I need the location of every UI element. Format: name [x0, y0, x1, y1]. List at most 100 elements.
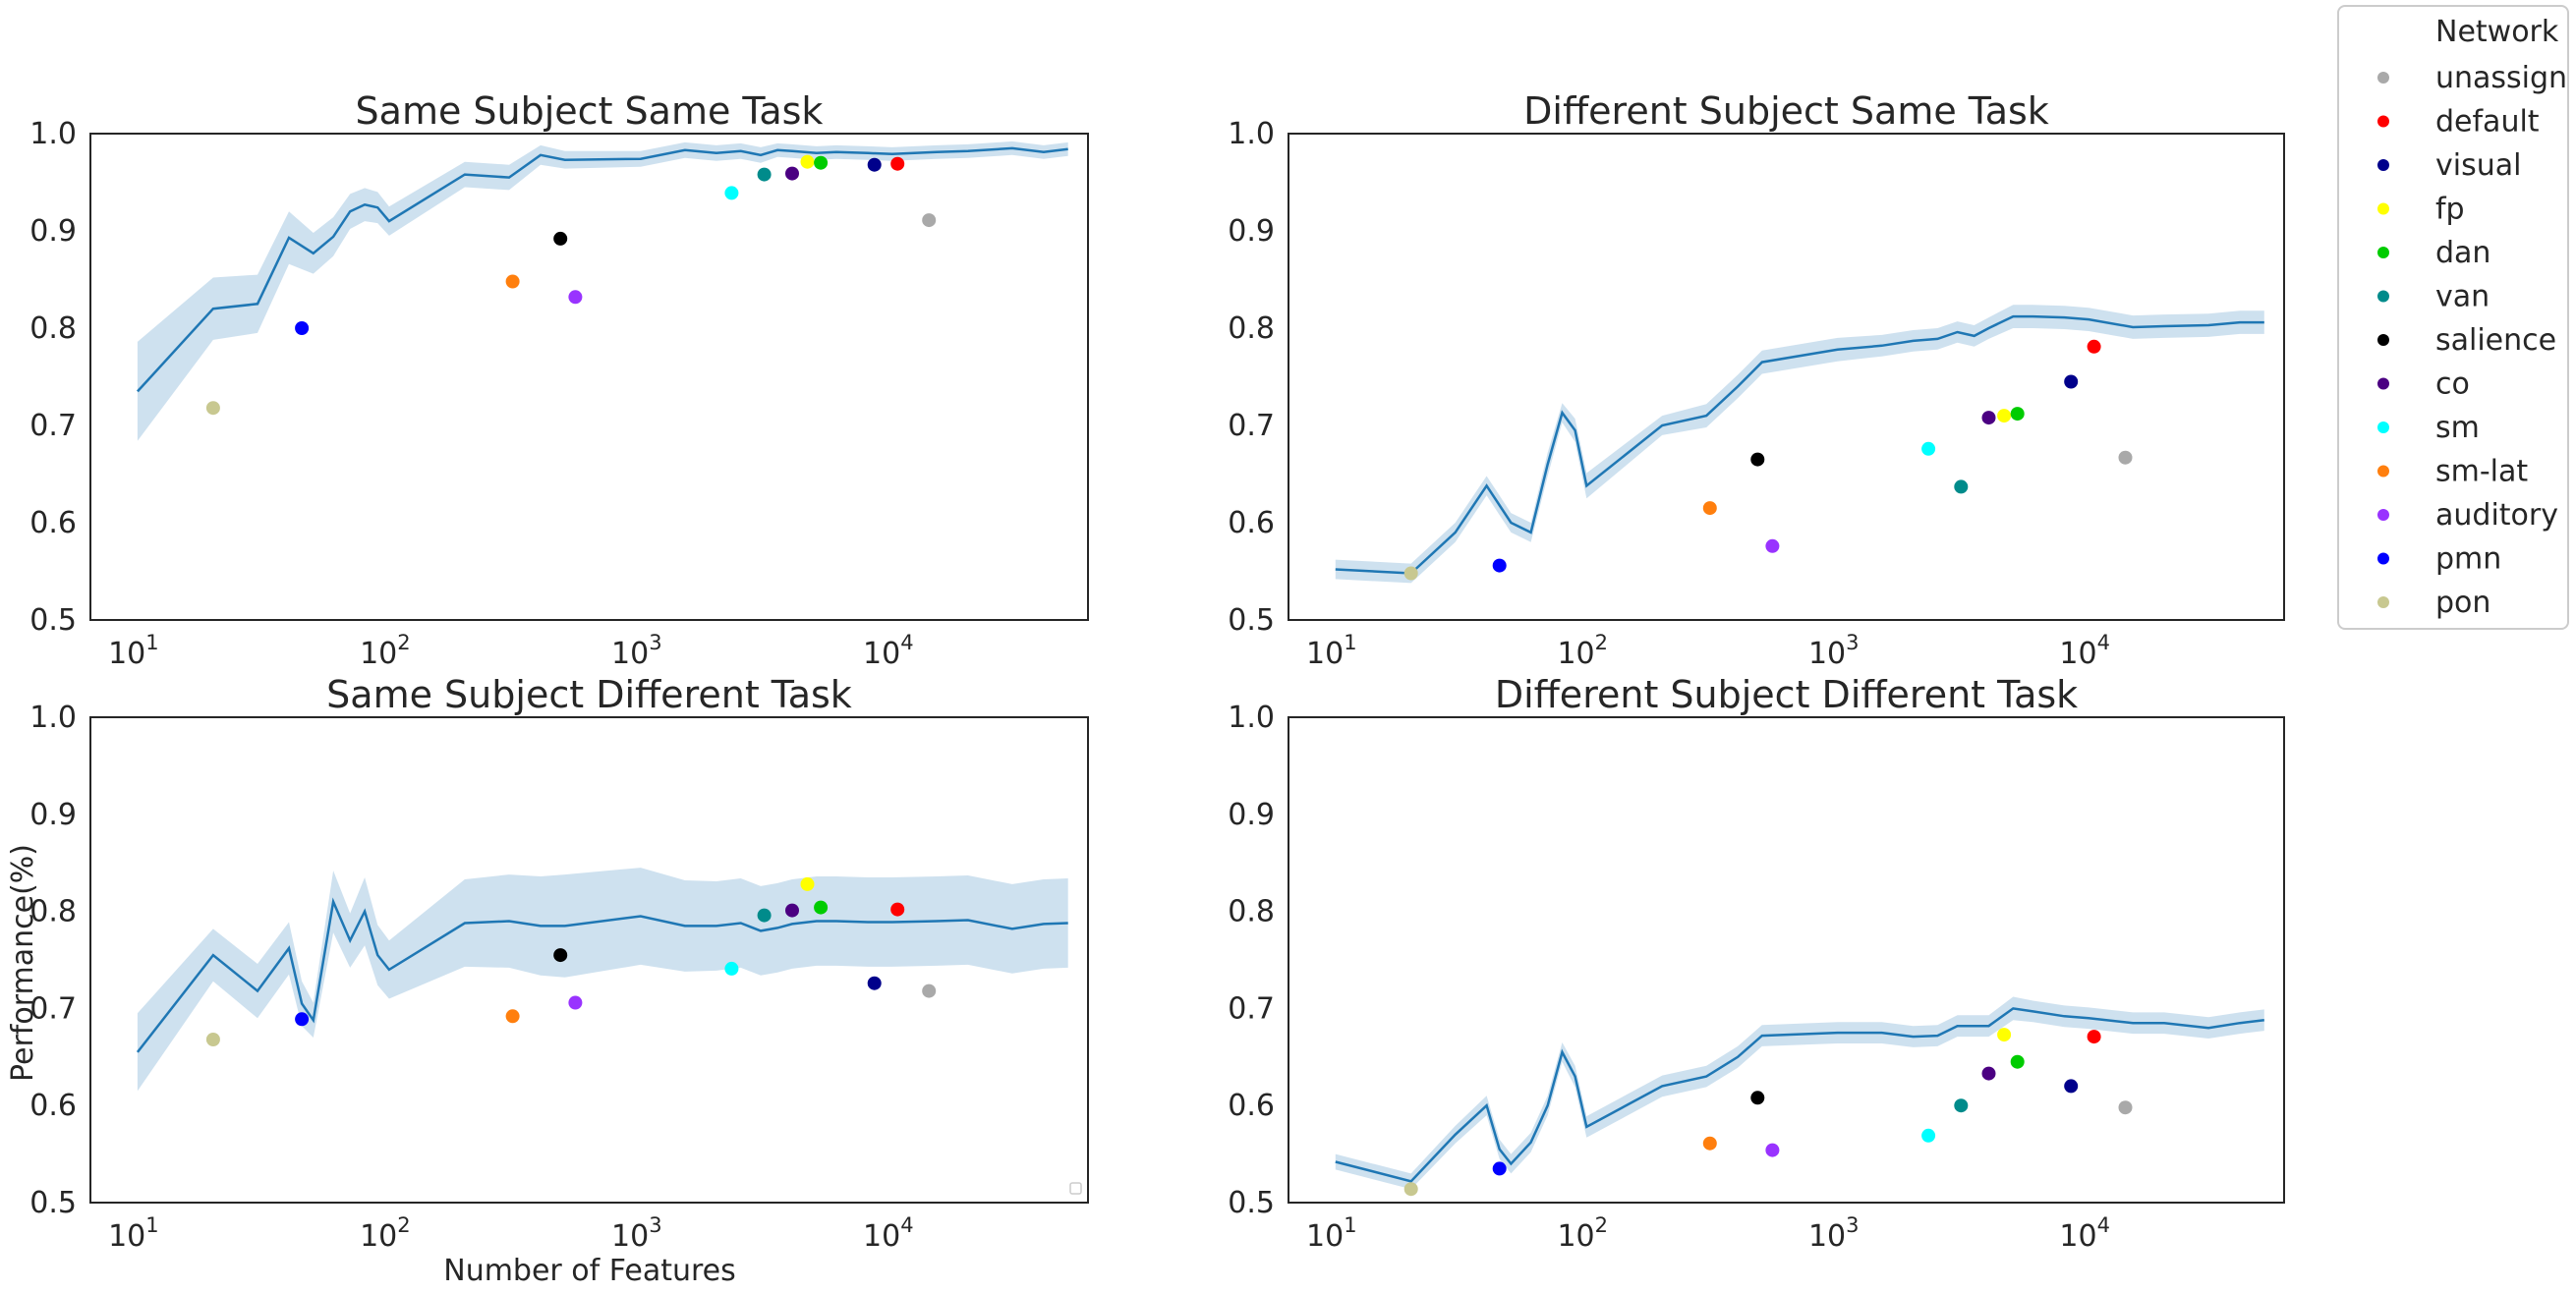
panel-title: Different Subject Same Task [1523, 89, 2049, 133]
legend-marker [2377, 509, 2389, 521]
network-point-van [1954, 1098, 1969, 1113]
network-point-salience [553, 231, 568, 246]
network-point-sm-lat [1702, 1136, 1717, 1151]
network-point-fp [1997, 409, 2012, 423]
network-point-pmn [1492, 558, 1507, 573]
panel-title: Different Subject Different Task [1495, 673, 2078, 716]
legend-entries: unassign default visual fp dan van salience co s… [2377, 61, 2567, 620]
legend-entry-auditory: auditory [2377, 498, 2558, 533]
x-tick-label: 103 [611, 1213, 662, 1254]
legend-title: Network [2435, 15, 2559, 49]
x-tick-label: 101 [108, 631, 159, 671]
panel-2: Different Subject Same Task 0.5 0.6 0.7 0.8 0… [1228, 89, 2285, 671]
panel-title: Same Subject Same Task [356, 89, 824, 133]
network-point-fp [800, 154, 815, 169]
network-point-van [1954, 479, 1969, 494]
network-point-visual [2064, 374, 2079, 389]
legend-label: pmn [2435, 542, 2501, 577]
legend-entry-unassign: unassign [2377, 61, 2567, 95]
x-tick-label: 103 [611, 631, 662, 671]
network-point-auditory [1765, 1143, 1780, 1157]
legend-entry-default: default [2377, 105, 2540, 140]
y-tick-label: 0.9 [1228, 798, 1275, 832]
chart-panels: Same Subject Same Task 0.5 0.6 0.7 0.8 0.9 1.0… [29, 89, 2285, 1254]
x-tick-label: 102 [1557, 1213, 1608, 1254]
legend-marker [2377, 596, 2389, 608]
x-tick-label: 102 [1557, 631, 1608, 671]
network-point-dan [2010, 1054, 2025, 1069]
empty-legend-box [1069, 1182, 1082, 1195]
network-point-pmn [295, 321, 310, 335]
y-tick-label: 0.9 [29, 798, 77, 832]
y-tick-label: 0.7 [1228, 991, 1275, 1026]
panel-title: Same Subject Different Task [326, 673, 852, 716]
confidence-band [1335, 305, 2264, 584]
legend-entry-fp: fp [2377, 193, 2465, 227]
y-tick-label: 0.7 [1228, 409, 1275, 443]
network-point-co [1981, 411, 1996, 425]
legend-entry-dan: dan [2377, 236, 2490, 270]
x-tick-label: 103 [1808, 1213, 1860, 1254]
y-tick-label: 0.5 [29, 603, 77, 638]
legend-entry-sm: sm [2377, 411, 2480, 445]
confidence-band [137, 141, 1068, 441]
network-point-salience [1750, 452, 1765, 467]
y-tick-label: 0.6 [1228, 1089, 1275, 1123]
legend-label: van [2435, 280, 2490, 314]
plot-frame [89, 716, 1089, 1204]
x-tick-label: 104 [863, 631, 914, 671]
panel-3: Same Subject Different Task 0.5 0.6 0.7 0.8 0… [29, 673, 1089, 1254]
network-point-van [757, 167, 772, 182]
legend-entry-co: co [2377, 367, 2470, 402]
legend-entry-salience: salience [2377, 323, 2556, 358]
legend-entry-visual: visual [2377, 148, 2521, 183]
y-tick-label: 0.8 [29, 895, 77, 929]
network-point-van [757, 908, 772, 923]
network-point-default [2087, 1030, 2101, 1044]
legend-label: sm-lat [2435, 455, 2528, 489]
legend-label: pon [2435, 586, 2490, 620]
legend-marker [2377, 422, 2389, 433]
performance-line [136, 146, 1068, 393]
network-point-co [785, 166, 799, 181]
network-point-sm-lat [505, 274, 520, 289]
y-axis-label: Performance(%) [6, 844, 40, 1082]
network-point-dan [814, 155, 829, 170]
legend-label: salience [2435, 323, 2556, 358]
y-tick-label: 0.8 [29, 311, 77, 346]
x-tick-label: 104 [2059, 631, 2110, 671]
legend-frame [2337, 5, 2569, 630]
y-tick-label: 1.0 [1228, 701, 1275, 735]
x-tick-label: 104 [863, 1213, 914, 1254]
y-tick-label: 1.0 [1228, 117, 1275, 151]
network-point-visual [867, 976, 882, 990]
network-point-pon [1403, 566, 1418, 581]
x-tick-label: 102 [360, 631, 411, 671]
y-tick-label: 0.7 [29, 991, 77, 1026]
y-tick-label: 0.7 [29, 409, 77, 443]
performance-line [1335, 1007, 2264, 1183]
y-tick-label: 0.9 [29, 214, 77, 249]
legend-marker [2377, 202, 2389, 215]
network-point-unassign [922, 213, 937, 228]
legend-label: default [2435, 105, 2540, 140]
network-point-sm [1921, 441, 1936, 456]
y-tick-label: 0.5 [29, 1186, 77, 1220]
legend: Network unassign default visual fp dan van sal… [2337, 5, 2569, 630]
network-point-fp [1997, 1028, 2012, 1042]
network-point-co [785, 903, 799, 918]
legend-label: visual [2435, 148, 2521, 183]
legend-label: sm [2435, 411, 2480, 445]
y-tick-label: 0.5 [1228, 1186, 1275, 1220]
legend-marker [2377, 115, 2389, 128]
network-point-auditory [1765, 538, 1780, 553]
legend-marker [2377, 552, 2389, 565]
legend-label: fp [2435, 193, 2465, 227]
performance-line [1335, 314, 2264, 575]
legend-marker [2377, 465, 2389, 478]
network-point-sm [724, 186, 739, 200]
network-point-auditory [568, 995, 583, 1010]
network-point-default [890, 902, 905, 917]
legend-label: unassign [2435, 61, 2567, 95]
